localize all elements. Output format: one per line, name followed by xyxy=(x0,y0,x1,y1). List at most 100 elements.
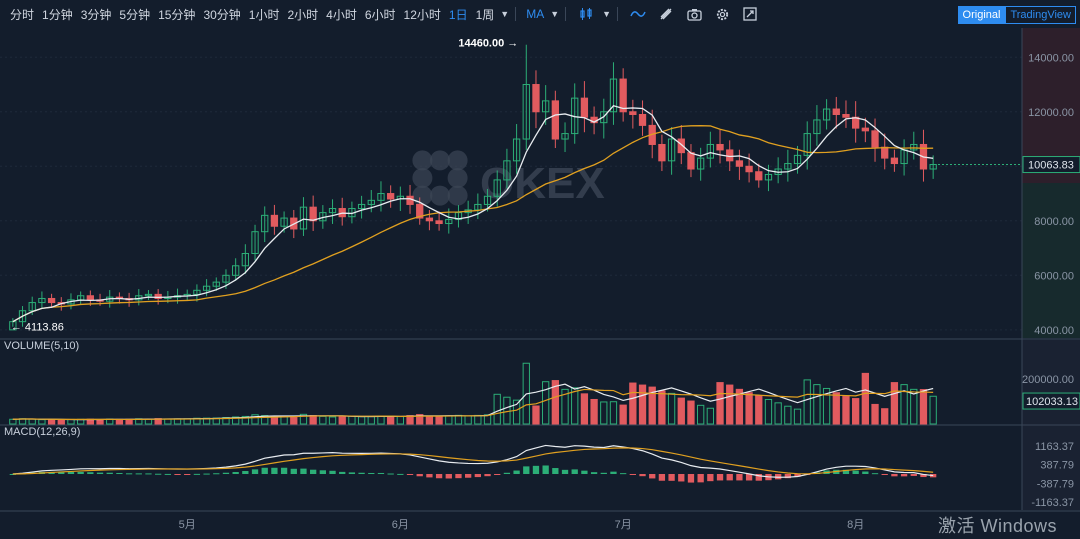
candle[interactable] xyxy=(406,195,414,205)
candle[interactable] xyxy=(280,217,288,227)
candle[interactable] xyxy=(745,165,753,173)
candle[interactable] xyxy=(764,173,773,181)
interval-option[interactable]: 15分钟 xyxy=(158,7,196,22)
candle[interactable] xyxy=(842,113,850,118)
candle[interactable] xyxy=(706,143,714,159)
candle[interactable] xyxy=(503,160,511,181)
candle[interactable] xyxy=(309,206,317,222)
price-chart[interactable]: OKEX 14460.00 → ← 4113.86 14000.00 12000.00 1… xyxy=(0,28,1080,539)
candle[interactable] xyxy=(367,199,375,205)
candle[interactable] xyxy=(532,84,540,113)
candle[interactable] xyxy=(687,152,695,170)
mode-tradingview-button[interactable]: TradingView xyxy=(1005,6,1076,24)
candle[interactable] xyxy=(212,281,220,287)
candle[interactable] xyxy=(387,193,395,200)
settings-gear-icon[interactable] xyxy=(713,5,731,23)
candle[interactable] xyxy=(435,220,443,225)
indicator-select[interactable]: MA xyxy=(526,7,545,21)
candle[interactable] xyxy=(832,108,840,115)
candle[interactable] xyxy=(890,157,899,165)
candle[interactable] xyxy=(425,217,434,222)
candle[interactable] xyxy=(784,163,792,170)
candle[interactable] xyxy=(871,130,879,148)
candle[interactable] xyxy=(377,193,385,201)
candle[interactable] xyxy=(416,203,424,219)
candle[interactable] xyxy=(600,111,608,124)
candle[interactable] xyxy=(38,297,46,304)
candle[interactable] xyxy=(822,108,831,121)
candle[interactable] xyxy=(551,100,559,140)
interval-option[interactable]: 3分钟 xyxy=(80,7,112,22)
candle[interactable] xyxy=(861,127,869,132)
mode-original-button[interactable]: Original xyxy=(957,6,1006,24)
candle[interactable] xyxy=(667,138,676,162)
indicator-chevron-down-icon[interactable]: ▼ xyxy=(550,9,560,19)
camera-icon[interactable] xyxy=(685,5,703,23)
interval-option[interactable]: 6小时 xyxy=(364,7,396,22)
candle[interactable] xyxy=(813,119,821,135)
interval-option[interactable]: 1周 xyxy=(475,7,495,22)
candle[interactable] xyxy=(755,171,763,181)
candle[interactable] xyxy=(793,154,802,165)
candle[interactable] xyxy=(47,297,56,304)
candle[interactable] xyxy=(580,97,589,118)
candle[interactable] xyxy=(803,133,811,156)
candle-type-chevron-down-icon[interactable]: ▼ xyxy=(602,9,612,19)
interval-option[interactable]: 30分钟 xyxy=(203,7,241,22)
candle[interactable] xyxy=(299,206,308,230)
candle[interactable] xyxy=(270,214,279,227)
candle[interactable] xyxy=(18,310,27,323)
volume-bar xyxy=(638,384,647,425)
interval-option[interactable]: 1分钟 xyxy=(42,7,73,22)
candle[interactable] xyxy=(144,293,153,297)
candle[interactable] xyxy=(86,295,94,301)
candle[interactable] xyxy=(609,78,618,113)
candle[interactable] xyxy=(726,149,734,162)
indicator-wave-icon[interactable] xyxy=(629,5,647,23)
interval-chevron-down-icon[interactable]: ▼ xyxy=(500,9,510,19)
candle[interactable] xyxy=(357,203,366,210)
candle[interactable] xyxy=(522,84,530,140)
candle-type-icon[interactable] xyxy=(577,5,595,23)
candle[interactable] xyxy=(561,133,569,140)
drawing-tool-icon[interactable] xyxy=(657,5,675,23)
candle[interactable] xyxy=(677,138,685,154)
candle[interactable] xyxy=(202,285,211,291)
candle[interactable] xyxy=(881,146,889,159)
windows-activation-watermark: 激活 Windows xyxy=(938,516,1058,536)
candle[interactable] xyxy=(629,111,637,115)
candle[interactable] xyxy=(493,179,501,197)
candle[interactable] xyxy=(154,293,162,299)
interval-option[interactable]: 12小时 xyxy=(403,7,441,22)
candle[interactable] xyxy=(638,113,647,126)
candle[interactable] xyxy=(619,78,627,113)
candle[interactable] xyxy=(251,231,259,255)
interval-option[interactable]: 1小时 xyxy=(248,7,280,22)
candle[interactable] xyxy=(910,143,918,151)
candle[interactable] xyxy=(193,289,201,295)
candle[interactable] xyxy=(512,138,521,162)
candle[interactable] xyxy=(445,218,453,225)
candle[interactable] xyxy=(241,253,249,267)
interval-option[interactable]: 5分钟 xyxy=(119,7,151,22)
interval-option[interactable]: 分时 xyxy=(10,7,35,22)
candle[interactable] xyxy=(28,302,36,312)
candle[interactable] xyxy=(261,214,269,233)
candle[interactable] xyxy=(735,160,744,167)
candle[interactable] xyxy=(483,195,492,205)
candle[interactable] xyxy=(232,265,240,276)
fullscreen-icon[interactable] xyxy=(741,5,759,23)
candle[interactable] xyxy=(929,164,937,170)
candle[interactable] xyxy=(328,208,337,214)
candle[interactable] xyxy=(716,143,724,151)
candle[interactable] xyxy=(542,100,550,113)
candle[interactable] xyxy=(658,143,666,162)
interval-option[interactable]: 4小时 xyxy=(326,7,357,22)
interval-option[interactable]: 2小时 xyxy=(287,7,319,22)
candle[interactable] xyxy=(222,274,230,283)
candle[interactable] xyxy=(697,157,705,170)
volume-bar xyxy=(9,418,17,425)
volume-bar xyxy=(261,415,269,425)
macd-histogram-bar xyxy=(707,474,714,482)
interval-option[interactable]: 1日 xyxy=(448,7,468,22)
